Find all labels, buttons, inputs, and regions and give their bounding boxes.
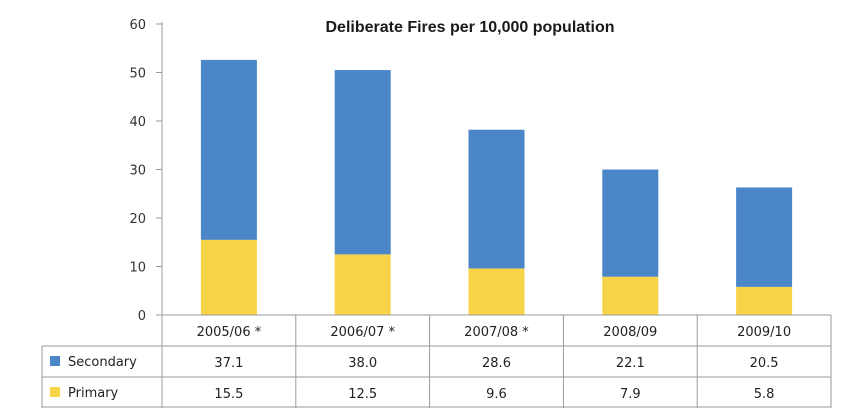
bar-primary	[200, 239, 257, 315]
y-tick-label: 50	[129, 67, 146, 82]
data-label-primary: 15.5	[214, 387, 243, 402]
data-label-secondary: 37.1	[214, 356, 243, 371]
bar-primary	[468, 268, 525, 315]
data-label-secondary: 20.5	[750, 356, 779, 371]
category-label: 2005/06 *	[197, 325, 262, 340]
y-tick-label: 20	[129, 212, 146, 227]
bar-primary	[602, 276, 659, 315]
bar-secondary	[200, 59, 257, 240]
legend-key-primary	[50, 387, 60, 397]
chart-title: Deliberate Fires per 10,000 population	[326, 19, 615, 36]
data-label-secondary: 22.1	[616, 356, 645, 371]
legend-label-primary: Primary	[68, 386, 119, 401]
y-tick-label: 40	[129, 115, 146, 130]
data-label-secondary: 28.6	[482, 356, 511, 371]
data-label-primary: 12.5	[348, 387, 377, 402]
category-label: 2008/09	[603, 325, 657, 340]
legend-key-secondary	[50, 356, 60, 366]
data-label-primary: 9.6	[486, 387, 507, 402]
y-tick-label: 60	[129, 18, 146, 33]
category-label: 2007/08 *	[464, 325, 529, 340]
bar-primary	[334, 254, 391, 315]
y-tick-label: 30	[129, 164, 146, 179]
bar-secondary	[334, 70, 391, 255]
data-label-secondary: 38.0	[348, 356, 377, 371]
bar-secondary	[468, 129, 525, 269]
bar-primary	[736, 286, 793, 315]
category-label: 2009/10	[737, 325, 791, 340]
y-tick-label: 10	[129, 261, 146, 276]
legend-label-secondary: Secondary	[68, 355, 137, 370]
y-axis: 0 10 20 30 40 50 60	[129, 18, 163, 324]
category-label: 2006/07 *	[330, 325, 395, 340]
bar-secondary	[602, 169, 659, 277]
data-label-primary: 5.8	[754, 387, 775, 402]
data-label-primary: 7.9	[620, 387, 641, 402]
bar-secondary	[736, 187, 793, 287]
data-table: 2005/06 * 2006/07 * 2007/08 * 2008/09 2009/1…	[41, 314, 832, 408]
bars	[200, 59, 793, 315]
y-tick-label: 0	[138, 309, 146, 324]
